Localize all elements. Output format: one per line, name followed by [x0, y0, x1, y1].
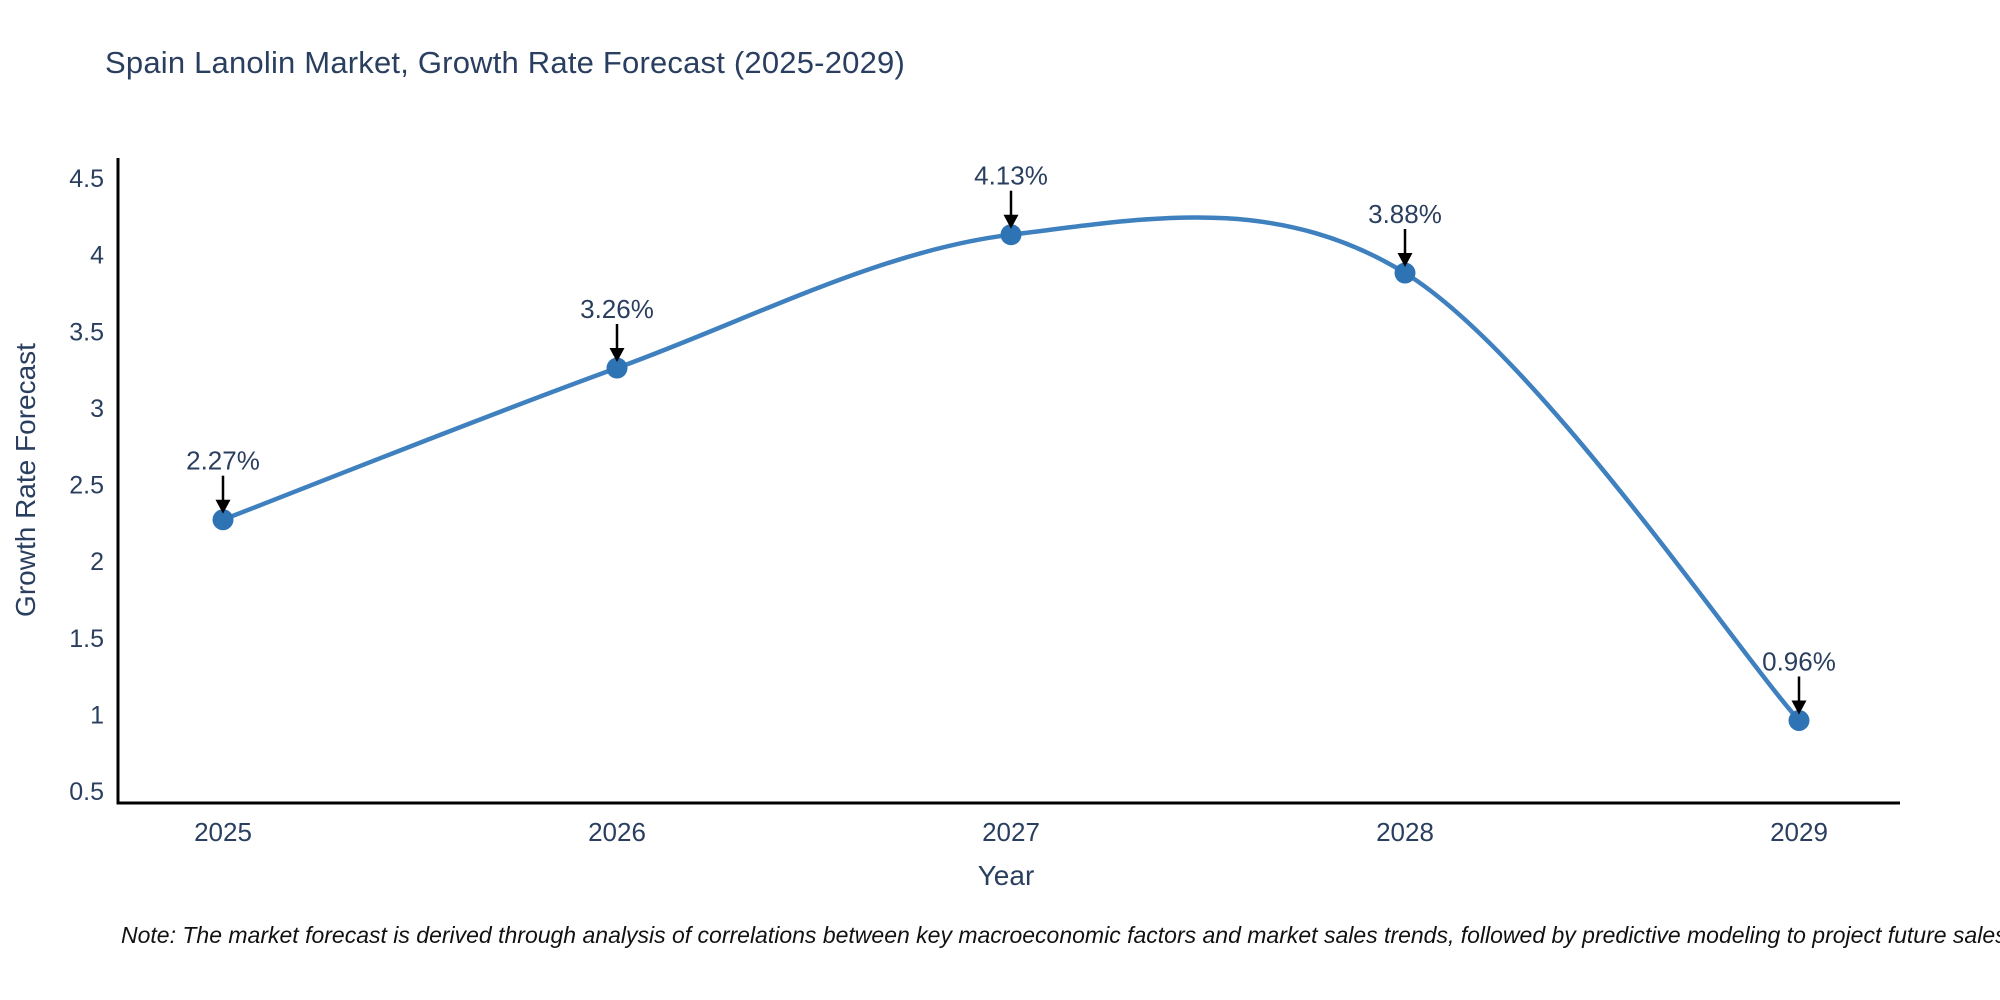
- data-point-2026[interactable]: [606, 357, 628, 379]
- annotation-arrowhead-icon: [1003, 214, 1019, 229]
- annotation-value-label: 2.27%: [186, 446, 260, 476]
- y-tick-label: 4.5: [69, 165, 104, 193]
- annotation-value-label: 3.26%: [580, 294, 654, 324]
- x-tick-label: 2026: [588, 817, 646, 847]
- y-tick-label: 1.5: [69, 625, 104, 653]
- y-tick-label: 2.5: [69, 472, 104, 500]
- annotation-value-label: 0.96%: [1762, 647, 1836, 677]
- data-point-2028[interactable]: [1394, 262, 1416, 284]
- y-tick-label: 3.5: [69, 318, 104, 346]
- y-tick-label: 2: [90, 548, 104, 576]
- annotation-arrowhead-icon: [609, 348, 625, 362]
- chart-title: Spain Lanolin Market, Growth Rate Foreca…: [105, 45, 905, 80]
- x-tick-label: 2028: [1376, 817, 1434, 847]
- annotation-value-label: 4.13%: [974, 161, 1048, 191]
- data-point-2029[interactable]: [1788, 710, 1810, 732]
- y-tick-label: 4: [90, 242, 104, 270]
- annotation-value-label: 3.88%: [1368, 199, 1442, 229]
- annotation-arrowhead-icon: [1791, 700, 1807, 715]
- x-tick-label: 2025: [194, 817, 252, 847]
- data-point-2027[interactable]: [1000, 224, 1022, 246]
- y-tick-label: 1: [90, 701, 104, 729]
- x-tick-label: 2029: [1770, 817, 1828, 847]
- annotation-arrowhead-icon: [1397, 253, 1413, 267]
- data-point-2025[interactable]: [212, 509, 234, 531]
- growth-rate-series-line: [220, 215, 1802, 723]
- y-tick-label: 3: [90, 395, 104, 423]
- y-tick-label: 0.5: [69, 778, 104, 806]
- footnote: Note: The market forecast is derived thr…: [121, 922, 2000, 948]
- annotation-arrowhead-icon: [215, 499, 231, 514]
- x-axis-title: Year: [977, 860, 1035, 891]
- x-tick-label: 2027: [982, 817, 1040, 847]
